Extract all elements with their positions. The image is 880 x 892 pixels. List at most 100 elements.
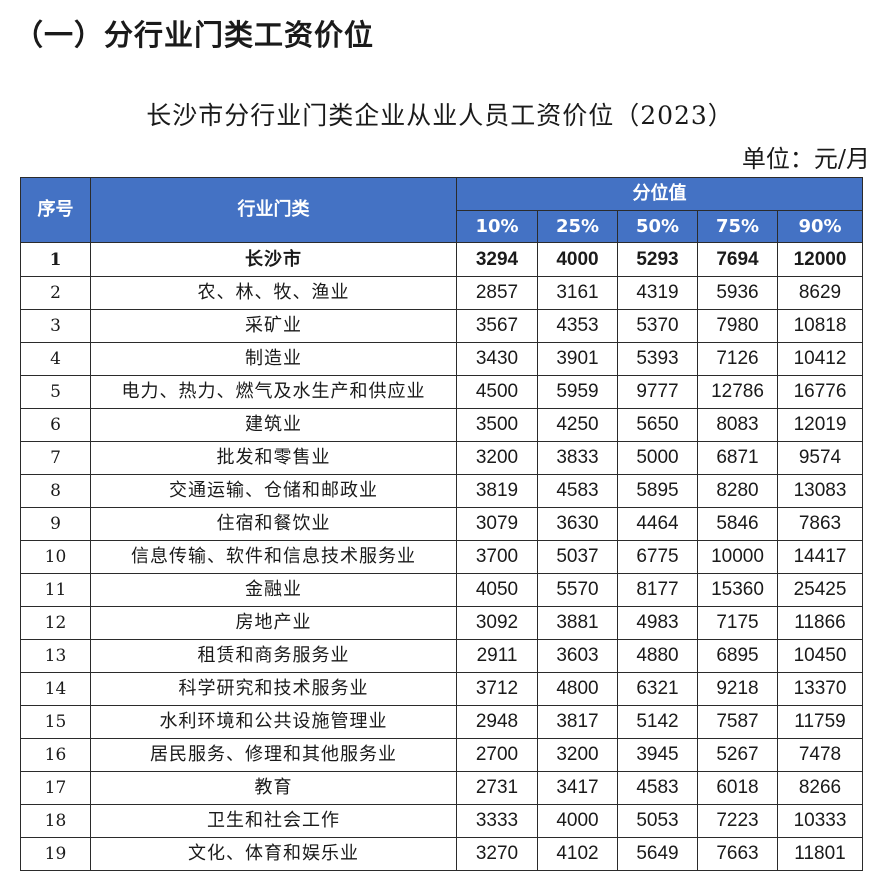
- row-value-p25: 3417: [537, 771, 618, 805]
- row-industry: 卫生和社会工作: [90, 804, 457, 838]
- row-value-p10: 2700: [456, 738, 538, 772]
- table-row-total: 1 长沙市 3294 4000 5293 7694 12000: [20, 242, 863, 277]
- table-row: 9 住宿和餐饮业 3079 3630 4464 5846 7863: [20, 507, 863, 541]
- row-industry: 长沙市: [90, 242, 457, 277]
- row-value-p25: 3161: [537, 276, 618, 310]
- row-industry: 建筑业: [90, 408, 457, 442]
- table-row: 10 信息传输、软件和信息技术服务业 3700 5037 6775 10000 14417: [20, 540, 863, 574]
- row-value-p25: 4353: [537, 309, 618, 343]
- row-index: 5: [20, 375, 91, 409]
- row-value-p75: 6018: [697, 771, 778, 805]
- row-industry: 文化、体育和娱乐业: [90, 837, 457, 871]
- row-value-p90: 10450: [777, 639, 863, 673]
- row-value-p75: 7587: [697, 705, 778, 739]
- row-industry: 租赁和商务服务业: [90, 639, 457, 673]
- row-value-p75: 6871: [697, 441, 778, 475]
- row-value-p10: 3700: [456, 540, 538, 574]
- table-row: 6 建筑业 3500 4250 5650 8083 12019: [20, 408, 863, 442]
- row-index: 1: [20, 242, 91, 277]
- row-index: 11: [20, 573, 91, 607]
- row-value-p50: 6321: [617, 672, 698, 706]
- row-industry: 房地产业: [90, 606, 457, 640]
- row-value-p90: 13083: [777, 474, 863, 508]
- row-index: 7: [20, 441, 91, 475]
- header-p90: 90%: [777, 210, 863, 243]
- table-row: 5 电力、热力、燃气及水生产和供应业 4500 5959 9777 12786 16776: [20, 375, 863, 409]
- wage-table: 序号 行业门类 分位值 10% 25% 50% 75% 90% 1 长沙市 3294…: [20, 177, 863, 871]
- row-value-p90: 10818: [777, 309, 863, 343]
- row-value-p25: 3901: [537, 342, 618, 376]
- row-index: 18: [20, 804, 91, 838]
- table-row: 14 科学研究和技术服务业 3712 4800 6321 9218 13370: [20, 672, 863, 706]
- row-value-p90: 10333: [777, 804, 863, 838]
- row-industry: 居民服务、修理和其他服务业: [90, 738, 457, 772]
- row-value-p75: 12786: [697, 375, 778, 409]
- row-industry: 交通运输、仓储和邮政业: [90, 474, 457, 508]
- row-value-p25: 5959: [537, 375, 618, 409]
- row-value-p10: 3819: [456, 474, 538, 508]
- row-value-p75: 5846: [697, 507, 778, 541]
- table-body: 1 长沙市 3294 4000 5293 7694 12000 2 农、林、牧、渔业 2857 31…: [20, 242, 863, 871]
- table-row: 7 批发和零售业 3200 3833 5000 6871 9574: [20, 441, 863, 475]
- table-row: 12 房地产业 3092 3881 4983 7175 11866: [20, 606, 863, 640]
- row-industry: 水利环境和公共设施管理业: [90, 705, 457, 739]
- row-value-p75: 8083: [697, 408, 778, 442]
- row-industry: 制造业: [90, 342, 457, 376]
- row-industry: 住宿和餐饮业: [90, 507, 457, 541]
- row-value-p75: 10000: [697, 540, 778, 574]
- row-value-p25: 5037: [537, 540, 618, 574]
- row-value-p50: 4319: [617, 276, 698, 310]
- unit-label: 单位：元/月: [741, 145, 870, 173]
- row-value-p10: 3079: [456, 507, 538, 541]
- row-value-p75: 5936: [697, 276, 778, 310]
- row-industry: 电力、热力、燃气及水生产和供应业: [90, 375, 457, 409]
- row-index: 14: [20, 672, 91, 706]
- row-value-p90: 7478: [777, 738, 863, 772]
- row-value-p50: 5393: [617, 342, 698, 376]
- row-value-p50: 6775: [617, 540, 698, 574]
- header-industry: 行业门类: [90, 177, 457, 243]
- row-value-p50: 5053: [617, 804, 698, 838]
- row-value-p50: 4583: [617, 771, 698, 805]
- row-value-p10: 2731: [456, 771, 538, 805]
- row-value-p10: 3712: [456, 672, 538, 706]
- table-row: 18 卫生和社会工作 3333 4000 5053 7223 10333: [20, 804, 863, 838]
- row-value-p75: 9218: [697, 672, 778, 706]
- row-value-p75: 5267: [697, 738, 778, 772]
- row-industry: 批发和零售业: [90, 441, 457, 475]
- row-index: 10: [20, 540, 91, 574]
- row-value-p10: 3567: [456, 309, 538, 343]
- row-value-p25: 3603: [537, 639, 618, 673]
- row-value-p90: 7863: [777, 507, 863, 541]
- row-index: 17: [20, 771, 91, 805]
- row-value-p50: 5650: [617, 408, 698, 442]
- row-value-p10: 2911: [456, 639, 538, 673]
- row-index: 12: [20, 606, 91, 640]
- row-value-p25: 4000: [537, 804, 618, 838]
- row-index: 15: [20, 705, 91, 739]
- row-value-p75: 7663: [697, 837, 778, 871]
- row-value-p10: 3333: [456, 804, 538, 838]
- row-value-p90: 12019: [777, 408, 863, 442]
- row-value-p75: 7980: [697, 309, 778, 343]
- table-row: 13 租赁和商务服务业 2911 3603 4880 6895 10450: [20, 639, 863, 673]
- row-value-p25: 3630: [537, 507, 618, 541]
- row-value-p25: 3881: [537, 606, 618, 640]
- table-row: 16 居民服务、修理和其他服务业 2700 3200 3945 5267 7478: [20, 738, 863, 772]
- row-value-p50: 5370: [617, 309, 698, 343]
- table-row: 2 农、林、牧、渔业 2857 3161 4319 5936 8629: [20, 276, 863, 310]
- row-value-p50: 5895: [617, 474, 698, 508]
- table-header: 序号 行业门类 分位值 10% 25% 50% 75% 90%: [20, 177, 863, 243]
- row-value-p90: 9574: [777, 441, 863, 475]
- row-value-p50: 8177: [617, 573, 698, 607]
- row-value-p90: 8629: [777, 276, 863, 310]
- row-value-p25: 4800: [537, 672, 618, 706]
- row-value-p75: 8280: [697, 474, 778, 508]
- row-index: 16: [20, 738, 91, 772]
- row-value-p25: 4102: [537, 837, 618, 871]
- row-value-p10: 4500: [456, 375, 538, 409]
- row-industry: 金融业: [90, 573, 457, 607]
- row-value-p10: 3294: [456, 242, 538, 277]
- header-p10: 10%: [456, 210, 538, 243]
- row-index: 9: [20, 507, 91, 541]
